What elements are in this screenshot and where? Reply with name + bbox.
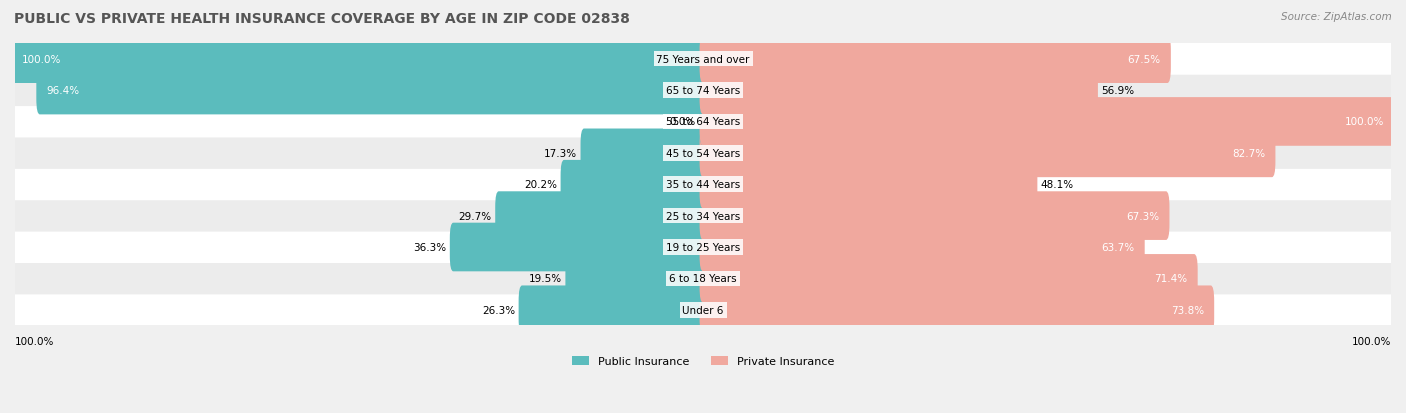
FancyBboxPatch shape bbox=[519, 286, 706, 334]
Text: 0.0%: 0.0% bbox=[669, 117, 696, 127]
FancyBboxPatch shape bbox=[37, 66, 706, 115]
Text: 100.0%: 100.0% bbox=[22, 55, 62, 64]
FancyBboxPatch shape bbox=[450, 223, 706, 272]
FancyBboxPatch shape bbox=[581, 129, 706, 178]
FancyBboxPatch shape bbox=[700, 192, 1170, 240]
FancyBboxPatch shape bbox=[15, 263, 1391, 295]
FancyBboxPatch shape bbox=[700, 254, 1198, 303]
Text: 75 Years and over: 75 Years and over bbox=[657, 55, 749, 64]
FancyBboxPatch shape bbox=[15, 106, 1391, 138]
Text: 73.8%: 73.8% bbox=[1171, 305, 1204, 315]
Text: 17.3%: 17.3% bbox=[544, 149, 576, 159]
FancyBboxPatch shape bbox=[700, 129, 1275, 178]
Text: 55 to 64 Years: 55 to 64 Years bbox=[666, 117, 740, 127]
Text: 19.5%: 19.5% bbox=[529, 274, 562, 284]
Text: 19 to 25 Years: 19 to 25 Years bbox=[666, 242, 740, 252]
FancyBboxPatch shape bbox=[700, 35, 1171, 84]
FancyBboxPatch shape bbox=[11, 35, 706, 84]
Text: 65 to 74 Years: 65 to 74 Years bbox=[666, 86, 740, 96]
Text: 56.9%: 56.9% bbox=[1101, 86, 1135, 96]
Text: 63.7%: 63.7% bbox=[1101, 242, 1135, 252]
FancyBboxPatch shape bbox=[15, 200, 1391, 232]
FancyBboxPatch shape bbox=[700, 98, 1395, 147]
FancyBboxPatch shape bbox=[561, 161, 706, 209]
Text: 82.7%: 82.7% bbox=[1232, 149, 1265, 159]
Text: Under 6: Under 6 bbox=[682, 305, 724, 315]
FancyBboxPatch shape bbox=[15, 43, 1391, 76]
FancyBboxPatch shape bbox=[700, 161, 1038, 209]
Text: 35 to 44 Years: 35 to 44 Years bbox=[666, 180, 740, 190]
Text: 26.3%: 26.3% bbox=[482, 305, 515, 315]
FancyBboxPatch shape bbox=[700, 98, 706, 147]
FancyBboxPatch shape bbox=[15, 231, 1391, 263]
FancyBboxPatch shape bbox=[15, 169, 1391, 201]
Text: PUBLIC VS PRIVATE HEALTH INSURANCE COVERAGE BY AGE IN ZIP CODE 02838: PUBLIC VS PRIVATE HEALTH INSURANCE COVER… bbox=[14, 12, 630, 26]
FancyBboxPatch shape bbox=[565, 254, 706, 303]
Text: 100.0%: 100.0% bbox=[1344, 117, 1384, 127]
Text: 96.4%: 96.4% bbox=[46, 86, 80, 96]
FancyBboxPatch shape bbox=[495, 192, 706, 240]
Text: 36.3%: 36.3% bbox=[413, 242, 446, 252]
FancyBboxPatch shape bbox=[15, 138, 1391, 169]
FancyBboxPatch shape bbox=[700, 223, 1144, 272]
Text: 29.7%: 29.7% bbox=[458, 211, 492, 221]
Text: 6 to 18 Years: 6 to 18 Years bbox=[669, 274, 737, 284]
Text: 100.0%: 100.0% bbox=[15, 337, 55, 347]
FancyBboxPatch shape bbox=[15, 75, 1391, 107]
Text: 67.5%: 67.5% bbox=[1128, 55, 1160, 64]
Text: 48.1%: 48.1% bbox=[1040, 180, 1074, 190]
Text: 20.2%: 20.2% bbox=[524, 180, 557, 190]
Text: 100.0%: 100.0% bbox=[1351, 337, 1391, 347]
Text: 71.4%: 71.4% bbox=[1154, 274, 1187, 284]
FancyBboxPatch shape bbox=[700, 66, 1098, 115]
Legend: Public Insurance, Private Insurance: Public Insurance, Private Insurance bbox=[568, 351, 838, 371]
FancyBboxPatch shape bbox=[15, 294, 1391, 326]
Text: Source: ZipAtlas.com: Source: ZipAtlas.com bbox=[1281, 12, 1392, 22]
Text: 67.3%: 67.3% bbox=[1126, 211, 1159, 221]
FancyBboxPatch shape bbox=[700, 286, 1215, 334]
Text: 45 to 54 Years: 45 to 54 Years bbox=[666, 149, 740, 159]
Text: 25 to 34 Years: 25 to 34 Years bbox=[666, 211, 740, 221]
